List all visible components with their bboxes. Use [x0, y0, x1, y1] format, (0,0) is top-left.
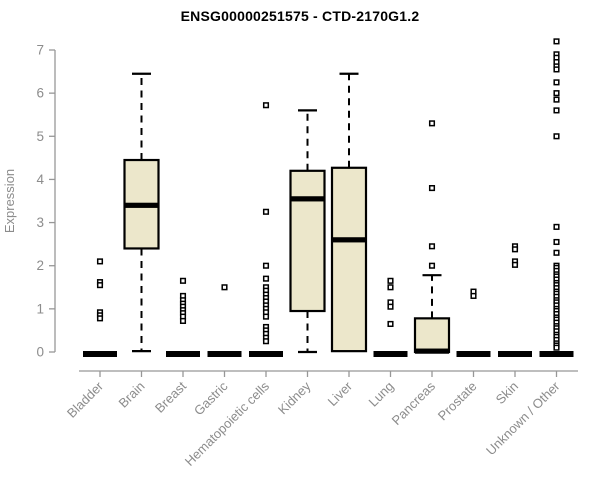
outlier-point [428, 120, 436, 127]
x-tick-label: Breast [152, 378, 189, 415]
x-tick-label: Lung [366, 379, 397, 410]
outlier-point [428, 185, 436, 192]
box [289, 169, 326, 313]
x-tick-label: Liver [325, 378, 356, 409]
x-tick-label: Unknown / Other [483, 378, 563, 458]
outlier-point [262, 313, 270, 320]
y-tick-label: 1 [36, 301, 44, 316]
outlier-point [262, 102, 270, 109]
outlier-point [553, 223, 560, 230]
outlier-point [553, 107, 560, 114]
outlier-point [262, 262, 270, 269]
y-axis: 0 1 2 3 4 5 6 7 Expression [2, 43, 56, 360]
outlier-point [96, 282, 104, 289]
y-tick-label: 5 [36, 129, 44, 144]
boxplot-group-bladder [83, 258, 117, 357]
boxplot-group-hematopoietic-cells [249, 102, 283, 357]
outlier-point [96, 258, 104, 265]
boxplot-group-liver [330, 72, 368, 353]
collapsed-median-bar [83, 351, 117, 357]
outlier-point [428, 243, 436, 250]
x-tick-label: Gastric [191, 378, 231, 418]
boxplot-group-lung [373, 277, 408, 357]
outlier-point [262, 208, 270, 215]
median-line [290, 196, 325, 202]
x-tick-label: Brain [116, 379, 148, 411]
collapsed-median-bar [456, 351, 491, 357]
outlier-point [511, 246, 519, 253]
boxplot-group-unknown-other [539, 38, 574, 357]
boxplot-group-breast [166, 277, 200, 357]
outlier-point [262, 275, 270, 282]
outlier-point [387, 303, 394, 310]
y-tick-label: 7 [36, 43, 44, 58]
outlier-point [553, 344, 560, 351]
outlier-point [428, 262, 436, 269]
collapsed-median-bar [207, 351, 242, 357]
x-tick-label: Pancreas [389, 378, 439, 428]
y-tick-label: 3 [36, 215, 44, 230]
outlier-point [179, 317, 187, 324]
outlier-point [387, 284, 394, 291]
median-line [415, 348, 449, 354]
collapsed-median-bar [539, 351, 574, 357]
boxplot-group-gastric [207, 284, 242, 357]
outlier-point [387, 277, 394, 284]
boxplot-group-kidney [289, 109, 326, 354]
y-tick-label: 0 [36, 345, 44, 360]
outlier-point [553, 38, 560, 45]
outlier-point [96, 315, 104, 322]
outlier-point [262, 338, 270, 345]
outlier-point [553, 238, 560, 246]
collapsed-median-bar [249, 351, 283, 357]
collapsed-median-bar [166, 351, 200, 357]
boxplot-group-pancreas [413, 120, 451, 354]
x-tick-label: Kidney [275, 378, 314, 417]
x-tick-label: Prostate [435, 379, 480, 424]
outlier-point [553, 90, 560, 97]
boxplot-group-brain [123, 72, 160, 353]
outlier-point [553, 249, 560, 256]
y-tick-label: 2 [36, 258, 44, 273]
outlier-point [553, 66, 560, 73]
outlier-point [387, 320, 394, 328]
median-line [124, 202, 159, 208]
y-tick-label: 4 [36, 172, 44, 187]
outlier-point [553, 79, 560, 86]
outlier-point [179, 277, 187, 284]
outlier-point [470, 292, 477, 299]
boxplot-group-skin [498, 243, 532, 357]
x-tick-label: Skin [493, 379, 521, 407]
outlier-point [553, 96, 560, 103]
boxplot-group-prostate [456, 288, 491, 357]
collapsed-median-bar [498, 351, 532, 357]
outlier-point [553, 133, 560, 140]
box [330, 166, 368, 353]
outlier-point [221, 284, 228, 291]
collapsed-median-bar [373, 351, 408, 357]
outlier-point [511, 261, 519, 268]
x-tick-label: Bladder [64, 378, 107, 421]
y-axis-title: Expression [2, 169, 17, 233]
median-line [332, 237, 366, 243]
y-tick-label: 6 [36, 86, 44, 101]
chart-title: ENSG00000251575 - CTD-2170G1.2 [180, 8, 420, 24]
box [413, 317, 451, 354]
